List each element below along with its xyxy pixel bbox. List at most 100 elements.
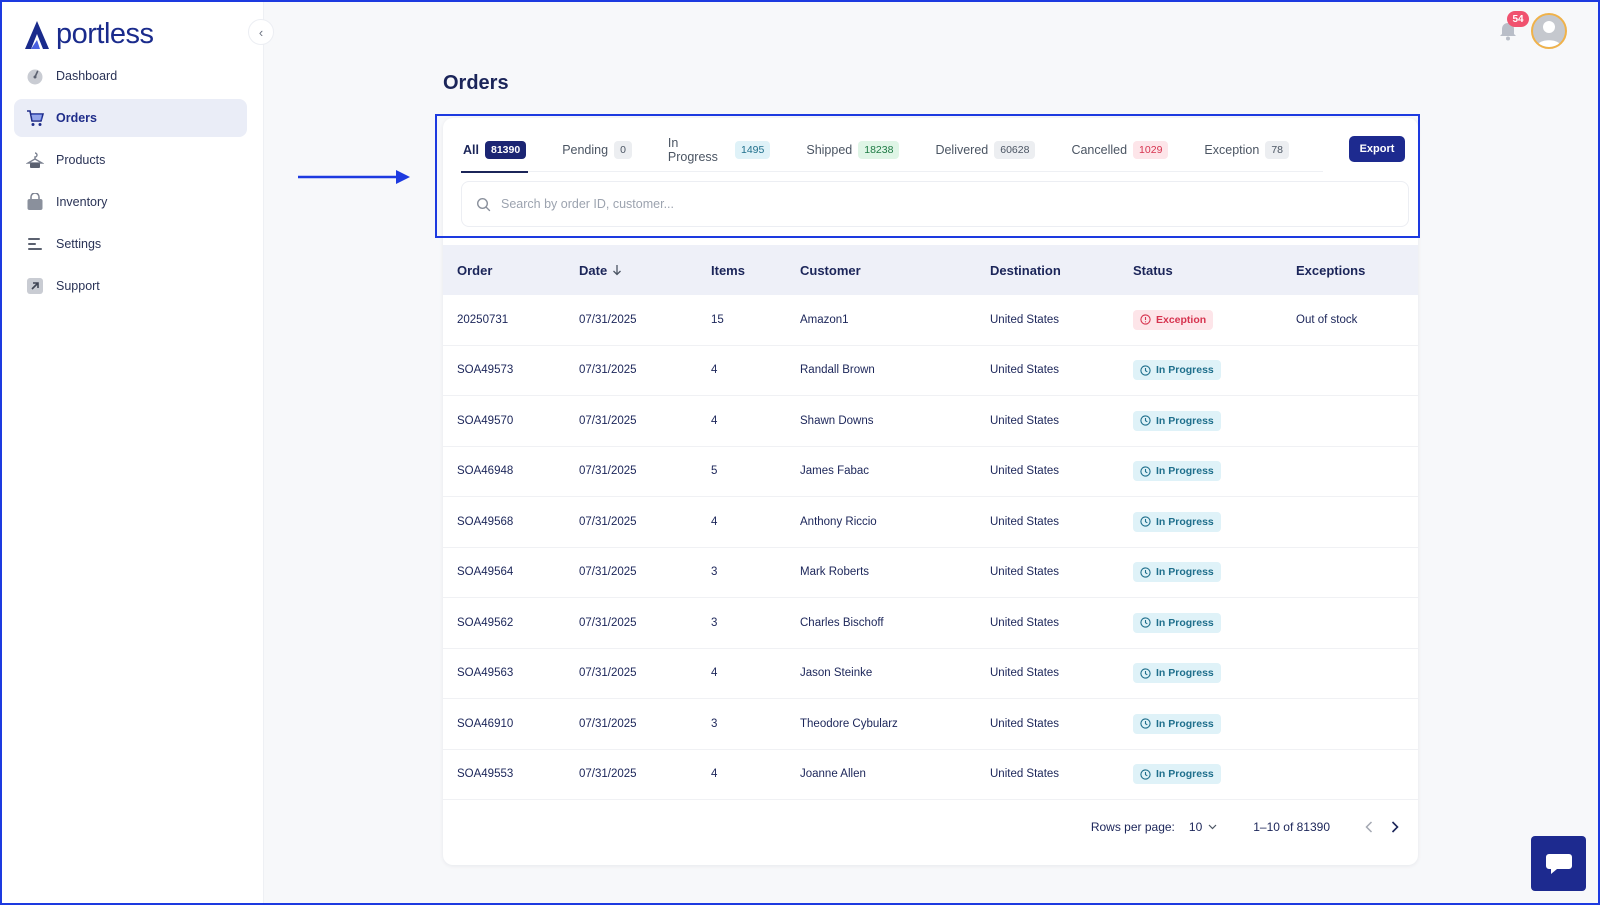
- cell-text: United States: [990, 566, 1060, 579]
- next-page-button[interactable]: [1382, 814, 1408, 840]
- sidebar-item-dashboard[interactable]: Dashboard: [14, 57, 247, 95]
- cell-exceptions: Out of stock: [1282, 314, 1418, 326]
- collapse-sidebar-button[interactable]: ‹: [248, 19, 274, 45]
- status-badge: In Progress: [1133, 461, 1221, 482]
- status-label: In Progress: [1156, 616, 1214, 629]
- cell-date: 07/31/2025: [565, 516, 697, 528]
- cell-status: In Progress: [1119, 612, 1282, 633]
- clock-icon: [1140, 718, 1151, 729]
- cell-date: 07/31/2025: [565, 314, 697, 326]
- avatar[interactable]: [1531, 13, 1567, 49]
- export-button[interactable]: Export: [1349, 136, 1405, 162]
- status-label: In Progress: [1156, 566, 1214, 579]
- table-row[interactable]: SOA49573 07/31/2025 4 Randall Brown United S…: [443, 346, 1418, 396]
- cell-destination: United States: [976, 768, 1119, 780]
- notification-badge: 54: [1507, 11, 1529, 27]
- cell-items: 3: [697, 718, 786, 730]
- cell-items: 15: [697, 314, 786, 326]
- status-tabs: All 81390 Pending 0 In Progress 1495 Shipped 18…: [461, 128, 1323, 173]
- cell-customer: Amazon1: [786, 314, 976, 326]
- table-body: 20250731 07/31/2025 15 Amazon1 United States…: [443, 295, 1418, 800]
- table-row[interactable]: SOA49563 07/31/2025 4 Jason Steinke United S…: [443, 649, 1418, 699]
- orders-panel: All 81390 Pending 0 In Progress 1495 Shipped 18…: [443, 118, 1418, 865]
- cell-text: SOA46910: [457, 717, 514, 730]
- cell-text: 07/31/2025: [579, 364, 637, 377]
- tab-exception[interactable]: Exception 78: [1202, 128, 1291, 172]
- sidebar-item-orders[interactable]: Orders: [14, 99, 247, 137]
- chat-button[interactable]: [1531, 836, 1586, 891]
- pagination-range: 1–10 of 81390: [1253, 820, 1330, 834]
- column-header-exceptions[interactable]: Exceptions: [1282, 263, 1418, 278]
- brand-name: portless: [56, 18, 154, 50]
- cell-text: 4: [711, 768, 718, 781]
- clock-icon: [1140, 365, 1151, 376]
- cell-text: United States: [990, 414, 1060, 427]
- table-row[interactable]: SOA49553 07/31/2025 4 Joanne Allen United St…: [443, 750, 1418, 800]
- gauge-icon: [26, 67, 44, 85]
- cell-destination: United States: [976, 667, 1119, 679]
- sidebar-item-products[interactable]: Products: [14, 141, 247, 179]
- column-header-order[interactable]: Order: [443, 263, 565, 278]
- tab-all[interactable]: All 81390: [461, 128, 529, 173]
- cell-text: Theodore Cybularz: [800, 717, 898, 730]
- orders-table: Order Date Items Customer Destination Status E…: [443, 245, 1418, 800]
- status-label: In Progress: [1156, 465, 1214, 478]
- column-header-items[interactable]: Items: [697, 263, 786, 278]
- cell-destination: United States: [976, 364, 1119, 376]
- cell-text: 4: [711, 414, 718, 427]
- cell-date: 07/31/2025: [565, 566, 697, 578]
- sidebar-item-settings[interactable]: Settings: [14, 225, 247, 263]
- table-row[interactable]: SOA49568 07/31/2025 4 Anthony Riccio United …: [443, 497, 1418, 548]
- tab-shipped[interactable]: Shipped 18238: [804, 128, 901, 172]
- cart-icon: [26, 109, 44, 127]
- table-row[interactable]: SOA49562 07/31/2025 3 Charles Bischoff Unite…: [443, 598, 1418, 649]
- cell-customer: Joanne Allen: [786, 768, 976, 780]
- column-header-customer[interactable]: Customer: [786, 263, 976, 278]
- tab-in-progress[interactable]: In Progress 1495: [666, 128, 772, 172]
- column-header-status[interactable]: Status: [1119, 263, 1282, 278]
- tab-cancelled[interactable]: Cancelled 1029: [1069, 128, 1170, 172]
- cell-text: 3: [711, 566, 718, 579]
- cell-text: United States: [990, 313, 1060, 326]
- cell-text: 4: [711, 364, 718, 377]
- tab-pending[interactable]: Pending 0: [560, 128, 634, 172]
- cell-text: 5: [711, 465, 718, 478]
- sidebar-item-support[interactable]: Support: [14, 267, 247, 305]
- cell-date: 07/31/2025: [565, 364, 697, 376]
- cell-customer: Charles Bischoff: [786, 617, 976, 629]
- cell-customer: Mark Roberts: [786, 566, 976, 578]
- column-header-label: Date: [579, 262, 608, 278]
- logo[interactable]: portless: [24, 18, 154, 51]
- cell-text: SOA49568: [457, 515, 514, 528]
- status-badge: Exception: [1133, 309, 1214, 330]
- cell-text: SOA49563: [457, 667, 514, 680]
- sidebar-item-inventory[interactable]: Inventory: [14, 183, 247, 221]
- sidebar-item-label: Inventory: [56, 195, 108, 209]
- status-label: In Progress: [1156, 768, 1214, 781]
- tab-count-badge: 60628: [994, 141, 1036, 159]
- cell-status: In Progress: [1119, 562, 1282, 583]
- cell-date: 07/31/2025: [565, 768, 697, 780]
- annotation-arrow: [298, 170, 410, 184]
- table-row[interactable]: SOA46948 07/31/2025 5 James Fabac United Sta…: [443, 447, 1418, 497]
- cell-items: 4: [697, 364, 786, 376]
- clock-icon: [1140, 415, 1151, 426]
- cell-text: United States: [990, 465, 1060, 478]
- cell-status: In Progress: [1119, 360, 1282, 381]
- tab-count-badge: 0: [614, 141, 632, 159]
- rows-per-page-label: Rows per page:: [1090, 820, 1175, 834]
- table-row[interactable]: SOA49564 07/31/2025 3 Mark Roberts United St…: [443, 548, 1418, 598]
- table-row[interactable]: SOA46910 07/31/2025 3 Theodore Cybularz Unit…: [443, 699, 1418, 750]
- search-input[interactable]: [501, 197, 1351, 211]
- table-row[interactable]: SOA49570 07/31/2025 4 Shawn Downs United Sta…: [443, 396, 1418, 447]
- previous-page-button[interactable]: [1356, 814, 1382, 840]
- status-label: In Progress: [1156, 515, 1214, 528]
- column-header-destination[interactable]: Destination: [976, 263, 1119, 278]
- chat-bubble-icon: [1545, 853, 1572, 874]
- tab-delivered[interactable]: Delivered 60628: [933, 128, 1037, 172]
- column-header-date[interactable]: Date: [565, 263, 697, 278]
- rows-per-page-select[interactable]: 10: [1189, 820, 1217, 834]
- table-row[interactable]: 20250731 07/31/2025 15 Amazon1 United States…: [443, 295, 1418, 346]
- sidebar-nav: Dashboard Orders Products Inventory Settings…: [14, 57, 247, 309]
- cell-text: 4: [711, 515, 718, 528]
